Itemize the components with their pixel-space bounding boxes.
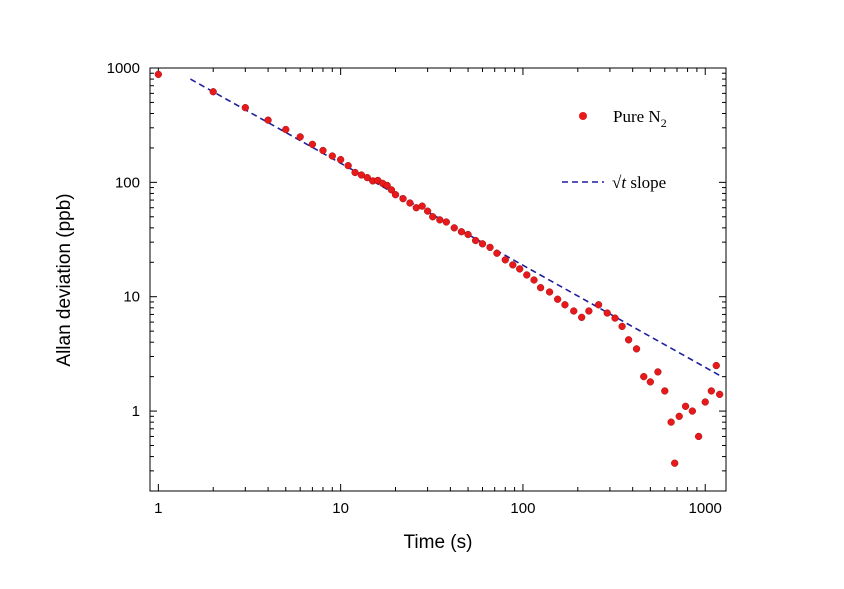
data-point: [712, 361, 720, 370]
data-point: [501, 256, 509, 264]
legend-slope-t: t: [621, 173, 627, 192]
legend-marker-pure-n2: [579, 112, 587, 120]
data-point: [516, 265, 524, 273]
data-point: [436, 216, 444, 224]
data-point: [632, 345, 641, 353]
x-tick-label: 10: [332, 500, 349, 517]
x-tick-label: 100: [510, 500, 535, 517]
data-point: [296, 133, 304, 141]
data-point: [442, 218, 450, 226]
data-point: [624, 336, 633, 344]
data-point: [336, 155, 345, 164]
legend-label-slope: √t slope: [612, 173, 666, 192]
data-point: [545, 288, 554, 296]
data-point: [688, 407, 697, 415]
data-point: [308, 140, 317, 148]
legend: Pure N2 √t slope: [562, 107, 667, 192]
data-point: [471, 236, 480, 245]
data-point: [154, 70, 162, 78]
data-point: [671, 459, 679, 467]
data-point: [681, 402, 690, 410]
data-point: [536, 284, 545, 292]
data-point: [344, 162, 352, 170]
data-point: [478, 240, 487, 248]
y-tick-label: 1: [132, 403, 140, 420]
data-point: [429, 213, 437, 221]
data-point: [209, 88, 217, 96]
data-point: [646, 378, 654, 386]
data-point: [418, 202, 426, 210]
data-point: [486, 243, 494, 252]
data-point: [603, 309, 611, 317]
data-point: [363, 173, 371, 182]
legend-n2-subscript: 2: [661, 116, 667, 130]
data-point: [328, 152, 336, 160]
data-point: [493, 249, 501, 257]
data-point: [383, 181, 391, 190]
data-point: [553, 295, 562, 303]
data-point: [585, 307, 593, 315]
data-point: [640, 372, 648, 381]
legend-label-pure-n2: Pure N2: [613, 107, 667, 130]
data-point: [464, 230, 472, 239]
plot-area: [149, 67, 727, 492]
data-point: [707, 387, 715, 395]
data-point: [661, 387, 669, 395]
y-tick-label: 10: [123, 289, 140, 306]
y-axis-title: Allan deviation (ppb): [54, 193, 75, 366]
data-point: [716, 390, 724, 399]
data-point: [509, 261, 517, 269]
data-point: [578, 313, 586, 322]
data-point: [694, 432, 703, 441]
data-point: [570, 307, 578, 315]
data-point: [530, 276, 538, 284]
data-point: [611, 314, 619, 322]
data-point: [241, 104, 249, 112]
y-tick-label: 1000: [107, 60, 140, 77]
data-point: [319, 146, 327, 155]
data-point: [399, 195, 407, 203]
data-point: [264, 116, 272, 124]
plot-frame: [149, 67, 727, 492]
data-point: [654, 368, 662, 376]
data-point: [701, 398, 709, 406]
data-point: [450, 224, 458, 232]
data-point: [406, 199, 414, 207]
data-point: [667, 418, 675, 426]
legend-n2-main: Pure N: [613, 107, 661, 126]
data-point: [423, 207, 432, 215]
data-point: [594, 301, 603, 309]
data-point: [618, 322, 626, 331]
data-point: [457, 228, 466, 236]
x-tick-label: 1: [154, 500, 162, 517]
data-point: [675, 412, 683, 420]
data-point: [351, 168, 359, 177]
legend-slope-sqrt: √: [612, 173, 622, 192]
data-point: [391, 191, 400, 199]
data-points-layer: [154, 70, 724, 467]
legend-slope-rest: slope: [626, 173, 666, 192]
y-tick-label: 100: [115, 174, 140, 191]
data-point: [523, 271, 531, 279]
data-point: [282, 125, 290, 134]
data-point: [387, 186, 396, 194]
axis-ticks: 1 10 100 1000 1 10 100 1000: [107, 60, 726, 517]
data-point: [561, 301, 569, 309]
x-tick-label: 1000: [689, 500, 722, 517]
x-axis-title: Time (s): [404, 532, 473, 553]
